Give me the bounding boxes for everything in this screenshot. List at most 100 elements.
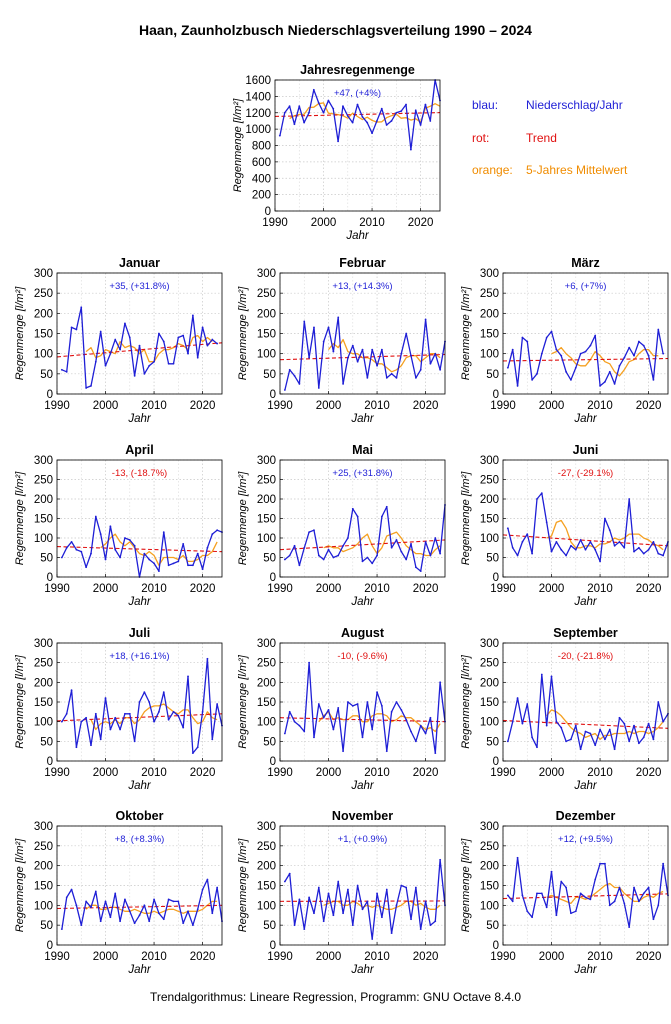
data-point [540, 892, 543, 895]
x-axis-label-maerz: Jahr [573, 413, 598, 425]
y-axis-label-juni: Regenmenge [l/m²] [460, 471, 472, 565]
data-point [371, 132, 373, 135]
x-tick-label: 2000 [93, 951, 119, 963]
data-point [424, 900, 427, 903]
data-point [65, 546, 68, 549]
data-point [104, 558, 107, 561]
data-point [657, 904, 660, 907]
data-point [162, 918, 165, 921]
y-tick-label: 150 [34, 329, 53, 341]
data-point [405, 886, 408, 889]
x-tick-label: 1990 [490, 583, 516, 595]
data-point [608, 529, 611, 532]
x-tick-label: 2000 [316, 767, 342, 779]
x-tick-label: 1990 [267, 951, 293, 963]
data-point [351, 344, 354, 347]
x-tick-label: 2000 [93, 767, 119, 779]
data-point [342, 105, 344, 108]
data-point [555, 541, 558, 543]
chart-title-november: November [332, 809, 393, 823]
data-point [657, 552, 660, 555]
data-point [288, 872, 291, 875]
y-tick-label: 0 [270, 940, 276, 952]
data-point [647, 354, 650, 357]
data-point [550, 870, 553, 873]
y-tick-label: 300 [257, 821, 276, 833]
x-tick-label: 2010 [364, 951, 390, 963]
data-point [196, 746, 199, 749]
data-point [628, 926, 631, 929]
data-point [94, 515, 97, 518]
y-tick-label: 150 [480, 697, 499, 709]
data-point [60, 368, 63, 371]
data-point [381, 515, 383, 518]
data-point [574, 548, 577, 551]
data-point [594, 878, 597, 881]
data-point [172, 900, 175, 903]
data-point [119, 348, 121, 351]
y-tick-label: 100 [257, 349, 276, 361]
y-tick-label: 150 [257, 881, 276, 893]
y-tick-label: 150 [480, 514, 499, 526]
data-point [99, 920, 102, 923]
data-point [216, 342, 219, 345]
data-point [536, 892, 538, 895]
data-point [623, 546, 626, 549]
data-point [148, 558, 151, 561]
data-point [293, 374, 296, 377]
data-point [439, 368, 442, 371]
data-point [288, 368, 291, 371]
data-point [410, 542, 412, 545]
data-point [322, 558, 325, 561]
data-point [138, 914, 141, 917]
chart-mai: 0 50 100 150 200 250 300 1990 2000 2010 2020 Mai Jah… [237, 443, 446, 608]
x-tick-label: 2020 [636, 583, 662, 595]
y-tick-label: 1400 [245, 91, 271, 103]
footer-note: Trendalgorithmus: Lineare Regression, Pr… [149, 990, 522, 1004]
data-point [579, 892, 582, 895]
data-point [628, 740, 631, 743]
data-point [526, 910, 529, 913]
x-axis-label-september: Jahr [573, 780, 598, 792]
data-point [293, 720, 296, 723]
y-tick-label: 300 [257, 268, 276, 280]
data-point [153, 562, 155, 565]
data-point [109, 916, 112, 919]
data-point [516, 554, 519, 557]
data-point [511, 720, 514, 723]
data-point [90, 385, 92, 387]
y-tick-label: 200 [480, 494, 499, 506]
data-point [366, 556, 369, 559]
chart-title-dezember: Dezember [556, 809, 616, 823]
data-point [75, 328, 78, 331]
y-tick-label: 300 [480, 455, 499, 467]
data-point [153, 720, 155, 723]
y-tick-label: 150 [257, 697, 276, 709]
y-tick-label: 0 [270, 756, 276, 768]
data-point [376, 120, 378, 122]
data-point [414, 376, 417, 379]
data-point [356, 515, 359, 518]
data-point [138, 344, 141, 347]
data-point [347, 356, 349, 359]
x-tick-label: 2010 [364, 767, 390, 779]
y-tick-label: 200 [252, 190, 271, 202]
y-tick-label: 250 [480, 841, 499, 853]
data-point [385, 888, 388, 891]
y-tick-label: 0 [493, 756, 499, 768]
legend-value-orange: 5-Jahres Mittelwert [526, 163, 628, 177]
data-point [623, 722, 626, 725]
data-point [395, 539, 398, 541]
data-point [405, 558, 408, 561]
data-point [201, 710, 204, 713]
data-point [637, 546, 640, 549]
data-point [531, 552, 534, 555]
x-tick-label: 2000 [311, 217, 337, 229]
data-point [361, 736, 364, 739]
mean-line-juli [90, 703, 218, 731]
data-point [439, 858, 442, 861]
data-point [516, 385, 519, 387]
mean-line-dezember [546, 882, 664, 905]
series-points-august [283, 661, 446, 755]
page-title: Haan, Zaunholzbusch Niederschlagsverteil… [139, 22, 532, 38]
